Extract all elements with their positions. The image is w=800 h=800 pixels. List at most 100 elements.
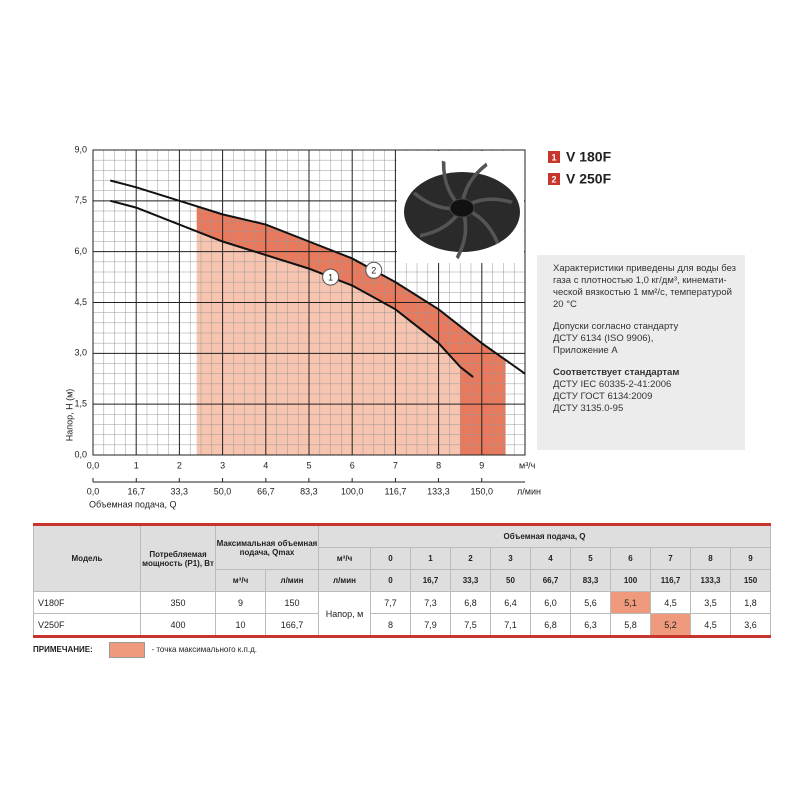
table-cell: л/мин: [265, 569, 319, 592]
legend-label: V 180F: [566, 149, 612, 165]
table-cell: 83,3: [570, 569, 611, 592]
table-cell: Модель: [33, 524, 141, 592]
table-cell: Потребляемая мощность (P1), Вт: [140, 524, 216, 592]
y-axis-title: Напор, H (м): [64, 389, 74, 442]
curve-label-circle: [322, 268, 340, 286]
table-cell: V250F: [33, 613, 141, 637]
table-cell: V180F: [33, 591, 141, 614]
table-cell: 7,7: [370, 591, 411, 614]
table-cell: 6,4: [490, 591, 531, 614]
x2-tick-label: 100,0: [341, 486, 364, 496]
table-cell: 9: [215, 591, 266, 614]
table-cell: 5,8: [610, 613, 651, 637]
table-cell: 7,5: [450, 613, 491, 637]
x-unit: м³/ч: [519, 460, 536, 470]
impeller: [404, 160, 520, 260]
spec-table: Модель Потребляемая мощность (P1), Вт Макс…: [33, 523, 772, 638]
y-tick-label: 6,0: [74, 246, 87, 256]
table-cell: 8: [690, 547, 731, 570]
table-cell: 350: [140, 591, 216, 614]
y-tick-label: 9,0: [74, 144, 87, 154]
legend-swatch: [548, 151, 560, 163]
y-tick-label: 3,0: [74, 348, 87, 358]
curve-label-circle: [365, 261, 383, 279]
table-cell: 400: [140, 613, 216, 637]
table-cell: 4: [530, 547, 571, 570]
x2-tick-label: 116,7: [384, 486, 406, 496]
table-cell: 33,3: [450, 569, 491, 592]
x2-tick-label: 0,0: [87, 486, 100, 496]
table-cell: Объемная подача, Q: [317, 524, 772, 548]
legend-number: 2: [551, 174, 556, 184]
table-cell: 0: [370, 569, 411, 592]
table-cell: Напор, м: [318, 591, 371, 637]
note-line: ческой вязкостью 1 мм²/с, температурой: [553, 287, 732, 298]
notes-box: Характеристики приведены для воды без газ…: [537, 255, 745, 450]
table-row: V180F 350 9 150 Напор, м 7,7 7,3 6,8 6,4 6,0 5,6 5,…: [33, 591, 772, 637]
table-cell: 3,6: [729, 613, 772, 637]
table-cell: м³/ч: [215, 569, 266, 592]
y-tick-label: 7,5: [74, 195, 87, 205]
note-line: 20 °С: [553, 299, 577, 310]
table-cell: 16,7: [410, 569, 451, 592]
legend-label: V 250F: [566, 171, 612, 187]
legend-swatch: [548, 173, 560, 185]
table-cell: 150: [265, 591, 319, 614]
table-cell: 166,7: [265, 613, 319, 637]
y-tick-label: 1,5: [74, 399, 87, 409]
x-tick-label: 1: [134, 460, 139, 470]
note-line: ДСТУ IEC 60335-2-41:2006: [553, 379, 672, 390]
table-cell: 1: [410, 547, 451, 570]
note-line: газа с плотностью 1,0 кг/дм³, кинемати-: [553, 275, 727, 286]
table-row: м³/ч 0 1 2 3 4 5 6 7 8 9: [34, 547, 772, 570]
table-cell: 0: [370, 547, 411, 570]
x-tick-label: 8: [436, 460, 441, 470]
note-text: - точка максимального к.п.д.: [151, 645, 257, 655]
plot-frame: [92, 149, 526, 456]
x2-tick-label: 133,3: [427, 486, 450, 496]
table-cell: 133,3: [690, 569, 731, 592]
table-cell: 6: [610, 547, 651, 570]
table-cell: м³/ч: [318, 547, 371, 570]
table-cell: 1,8: [729, 591, 772, 614]
curve: [110, 179, 526, 375]
table-cell: 2: [450, 547, 491, 570]
table-cell: 7,1: [490, 613, 531, 637]
x2-tick-label: 50,0: [214, 486, 232, 496]
table-row: Модель Потребляемая мощность (P1), Вт Макс…: [33, 524, 772, 592]
note-line: Приложение А: [553, 345, 618, 356]
x-tick-label: 5: [306, 460, 311, 470]
table-cell: Максимальная объемная подача, Qmax: [215, 524, 319, 570]
x2-tick-label: 83,3: [300, 486, 318, 496]
table-cell: 8: [370, 613, 411, 637]
note-paragraph: Характеристики приведены для воды без газ…: [553, 263, 739, 311]
table-cell: 66,7: [530, 569, 571, 592]
table-cell: 3,5: [690, 591, 731, 614]
x-tick-label: 2: [177, 460, 182, 470]
note-heading: Соответствует стандартам: [553, 367, 680, 378]
y-tick-label: 4,5: [74, 297, 87, 307]
x2-tick-label: 150,0: [470, 486, 493, 496]
table-row: V250F 400 10 166,7 8 7,9 7,5 7,1 6,8 6,3 5,8 5,2 4,5…: [33, 613, 772, 637]
y-tick-label: 0,0: [74, 449, 87, 459]
note-line: ДСТУ ГОСТ 6134:2009: [553, 391, 653, 402]
note: ПРИМЕЧАНИЕ: - точка максимального к.п.д.: [33, 642, 257, 658]
x-axis-title: Объемная подача, Q: [89, 499, 176, 509]
x-tick-label: 0,0: [87, 460, 100, 470]
x2-tick-label: 16,7: [128, 486, 146, 496]
x2-tick-label: 66,7: [257, 486, 275, 496]
note-line: ДСТУ 6134 (ISO 9906),: [553, 333, 654, 344]
table-cell: 150: [729, 569, 772, 592]
chart: 0,0 1,5 3,0 4,5 6,0 7,5 9,0 0,0 1 2 3 4 5 6 7 8 9 0,0 16,7…: [64, 144, 612, 509]
table-cell: 6,8: [530, 613, 571, 637]
curve: [110, 199, 474, 378]
note-paragraph: Соответствует стандартам ДСТУ IEC 60335-2…: [553, 367, 739, 415]
x-tick-label: 6: [350, 460, 355, 470]
table-cell: 5,2: [650, 613, 691, 637]
table-cell: 7: [650, 547, 691, 570]
table-cell: 6,8: [450, 591, 491, 614]
note-swatch: [109, 642, 146, 658]
note-line: ДСТУ 3135.0-95: [553, 403, 624, 414]
table-cell: 5,1: [610, 591, 651, 614]
table-cell: 6,3: [570, 613, 611, 637]
